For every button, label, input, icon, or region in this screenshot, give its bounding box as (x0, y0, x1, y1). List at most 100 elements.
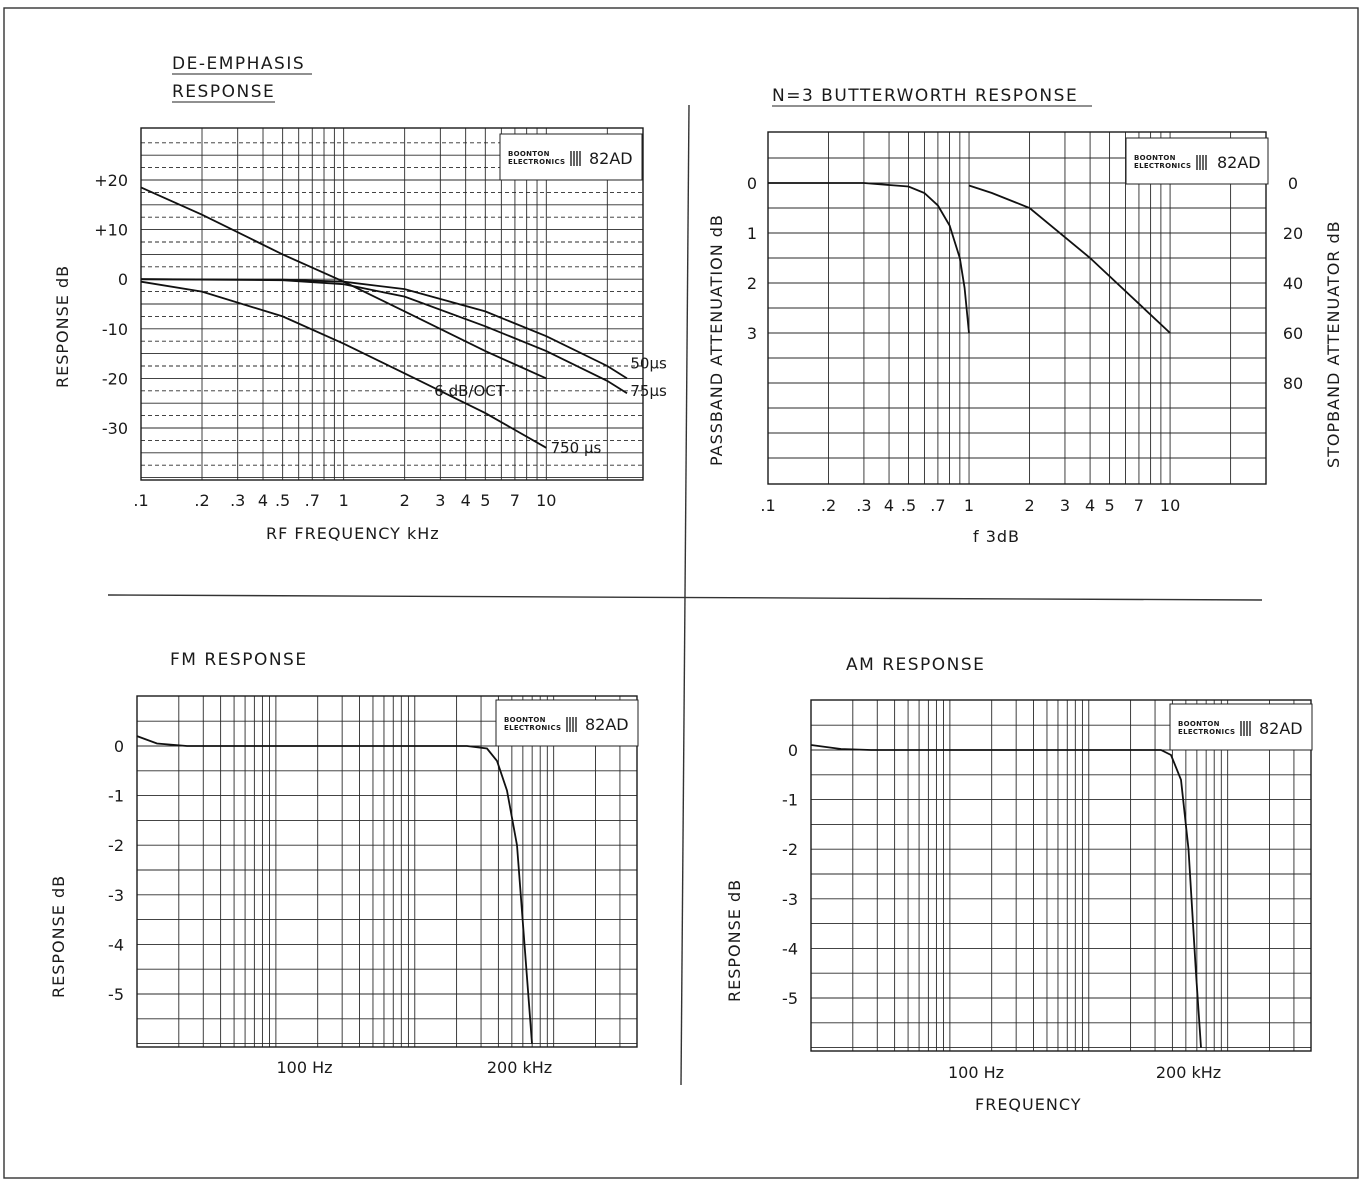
deemphasis-x-tick-label: .3 (230, 491, 245, 510)
fm-y-ticks: 0 -1 -2 -3 -4 -5 (108, 737, 124, 1004)
am-y-tick-label: -4 (782, 939, 798, 958)
fm-title: FM RESPONSE (170, 650, 308, 670)
butterworth-grid (767, 131, 1267, 485)
butterworth-logo: BOONTON ELECTRONICS 82AD (1125, 137, 1269, 185)
deemphasis-x-tick-label: 7 (510, 491, 520, 510)
am-y-tick-label: -5 (782, 989, 798, 1008)
deemphasis-logo: BOONTON ELECTRONICS 82AD (499, 133, 643, 181)
am-curves (810, 744, 1202, 1048)
deemphasis-annotation: 75µs (630, 382, 667, 400)
am-logo-brand: BOONTON (1178, 720, 1220, 728)
deemphasis-x-tick-label: .5 (275, 491, 290, 510)
deemphasis-annotation: 50µs (630, 355, 667, 373)
fm-y-tick-label: 0 (114, 737, 124, 756)
am-y-tick-label: -1 (782, 791, 798, 810)
am-plot-frame (810, 699, 1312, 1052)
fm-logo-model: 82AD (585, 715, 629, 734)
deemphasis-x-tick-label: .2 (194, 491, 209, 510)
fm-y-label: RESPONSE dB (49, 875, 68, 998)
deemphasis-x-tick-label: 3 (435, 491, 445, 510)
butterworth-x-tick-label: 7 (1134, 496, 1144, 515)
deemphasis-y-tick-label: 0 (118, 270, 128, 289)
fm-y-tick-label: -3 (108, 886, 124, 905)
am-x-tick-label: 200 kHz (1156, 1063, 1221, 1082)
fm-logo-mark (566, 717, 577, 732)
deemphasis-y-label: RESPONSE dB (53, 265, 72, 388)
butterworth-logo-brand: BOONTON (1134, 154, 1176, 162)
fm-x-tick-label: 200 kHz (487, 1058, 552, 1077)
butterworth-y2-tick-label: 20 (1283, 224, 1303, 243)
butterworth-y-tick-label: 2 (747, 274, 757, 293)
deemphasis-x-tick-label: 4 (258, 491, 268, 510)
deemphasis-logo-model: 82AD (589, 149, 633, 168)
fm-x-tick-label: 100 Hz (276, 1058, 332, 1077)
deemphasis-plot-frame (140, 127, 644, 481)
deemphasis-annotation: 750 µs (551, 439, 602, 457)
butterworth-plot-frame (767, 131, 1267, 485)
butterworth-y-ticks: 0 1 2 3 (747, 174, 757, 343)
am-y-label: RESPONSE dB (725, 879, 744, 1002)
butterworth-y2-tick-label: 60 (1283, 324, 1303, 343)
am-series-am (810, 744, 1202, 1048)
am-title: AM RESPONSE (846, 655, 985, 675)
fm-grid (136, 695, 638, 1048)
am-x-label: FREQUENCY (975, 1095, 1081, 1114)
deemphasis-y-tick-label: -10 (102, 320, 128, 339)
deemphasis-curves (140, 186, 628, 449)
butterworth-x-tick-label: .1 (760, 496, 775, 515)
butterworth-logo-model: 82AD (1217, 153, 1261, 172)
fm-curves (136, 735, 533, 1044)
deemphasis-x-tick-label: 5 (480, 491, 490, 510)
am-logo: BOONTON ELECTRONICS 82AD (1169, 703, 1313, 751)
deemphasis-grid (140, 127, 644, 481)
butterworth-y-tick-label: 1 (747, 224, 757, 243)
am-y-tick-label: -2 (782, 840, 798, 859)
butterworth-logo-mark (1196, 155, 1207, 170)
am-y-ticks: 0 -1 -2 -3 -4 -5 (782, 741, 798, 1008)
fm-y-tick-label: -5 (108, 985, 124, 1004)
deemphasis-x-ticks: .1.2.3 4.5.7 1 2 3 4 5 7 10 (133, 491, 556, 510)
deemphasis-annotation: 6 dB/OCT (434, 382, 505, 400)
butterworth-x-tick-label: 1 (964, 496, 974, 515)
deemphasis-series-750s (140, 280, 547, 449)
deemphasis-title-line2: RESPONSE (172, 82, 275, 102)
vertical-divider (680, 104, 690, 1086)
am-panel: AM RESPONSE BOONTON ELECTRONICS 82AD 100… (725, 655, 1313, 1114)
am-logo-model: 82AD (1259, 719, 1303, 738)
butterworth-x-tick-label: 10 (1160, 496, 1180, 515)
deemphasis-y-tick-label: +20 (94, 171, 128, 190)
am-y-tick-label: 0 (788, 741, 798, 760)
deemphasis-y-tick-label: -20 (102, 369, 128, 388)
butterworth-y2-label: STOPBAND ATTENUATOR dB (1324, 220, 1343, 468)
deemphasis-logo-brand: BOONTON (508, 150, 550, 158)
butterworth-panel: N=3 BUTTERWORTH RESPONSE BOONTON ELECTRO… (707, 86, 1343, 546)
fm-logo-brand2: ELECTRONICS (504, 724, 561, 732)
butterworth-y2-ticks: 0 20 40 60 80 (1283, 174, 1303, 393)
am-x-tick-label: 100 Hz (948, 1063, 1004, 1082)
deemphasis-series-75s (140, 278, 628, 395)
deemphasis-logo-brand2: ELECTRONICS (508, 158, 565, 166)
am-grid (810, 699, 1312, 1052)
deemphasis-panel: DE-EMPHASIS RESPONSE BOONTON ELECTRONICS… (53, 54, 667, 543)
fm-panel: FM RESPONSE BOONTON ELECTRONICS 82AD 100… (49, 650, 639, 1077)
deemphasis-x-tick-label: 10 (536, 491, 556, 510)
butterworth-x-label: f 3dB (973, 527, 1020, 546)
butterworth-x-tick-label: .7 (930, 496, 945, 515)
butterworth-y-tick-label: 3 (747, 324, 757, 343)
butterworth-x-ticks: .1.2.3 4.5.7 1 2 3 4 5 7 10 (760, 496, 1180, 515)
deemphasis-x-tick-label: 1 (339, 491, 349, 510)
butterworth-curves (768, 182, 1171, 334)
fm-plot-frame (136, 695, 638, 1048)
am-x-ticks: 100 Hz 200 kHz (948, 1063, 1221, 1082)
butterworth-y-tick-label: 0 (747, 174, 757, 193)
am-y-tick-label: -3 (782, 890, 798, 909)
deemphasis-logo-mark (570, 151, 581, 166)
butterworth-x-tick-label: 4 (1085, 496, 1095, 515)
fm-y-tick-label: -2 (108, 836, 124, 855)
butterworth-series-stopband (968, 184, 1171, 334)
butterworth-title: N=3 BUTTERWORTH RESPONSE (772, 86, 1078, 106)
deemphasis-x-tick-label: 2 (400, 491, 410, 510)
butterworth-x-tick-label: 2 (1025, 496, 1035, 515)
deemphasis-annotations: 50µs 75µs 6 dB/OCT 750 µs (434, 355, 667, 457)
